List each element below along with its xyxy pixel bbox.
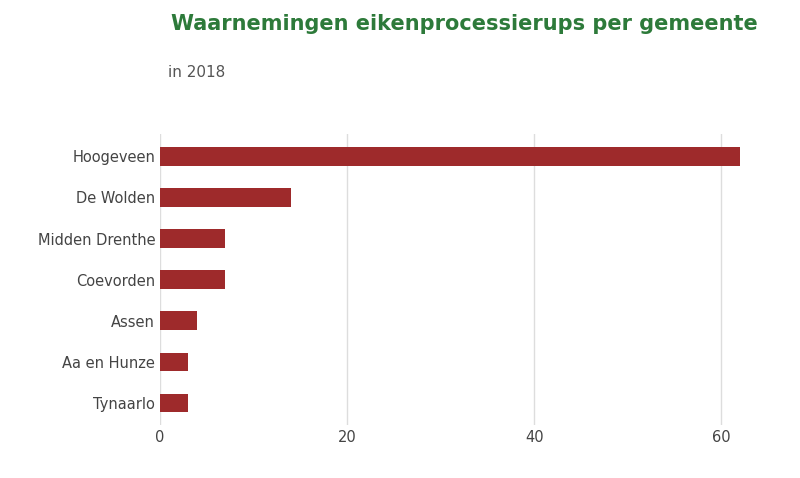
Bar [160, 394, 188, 412]
Bar [160, 353, 188, 371]
Text: Waarnemingen eikenprocessierups per gemeente: Waarnemingen eikenprocessierups per geme… [170, 14, 758, 34]
Bar [160, 147, 740, 165]
Bar [160, 312, 198, 330]
Bar [160, 188, 291, 206]
Bar [160, 271, 226, 289]
Text: in 2018: in 2018 [168, 65, 226, 79]
Bar [160, 229, 226, 248]
